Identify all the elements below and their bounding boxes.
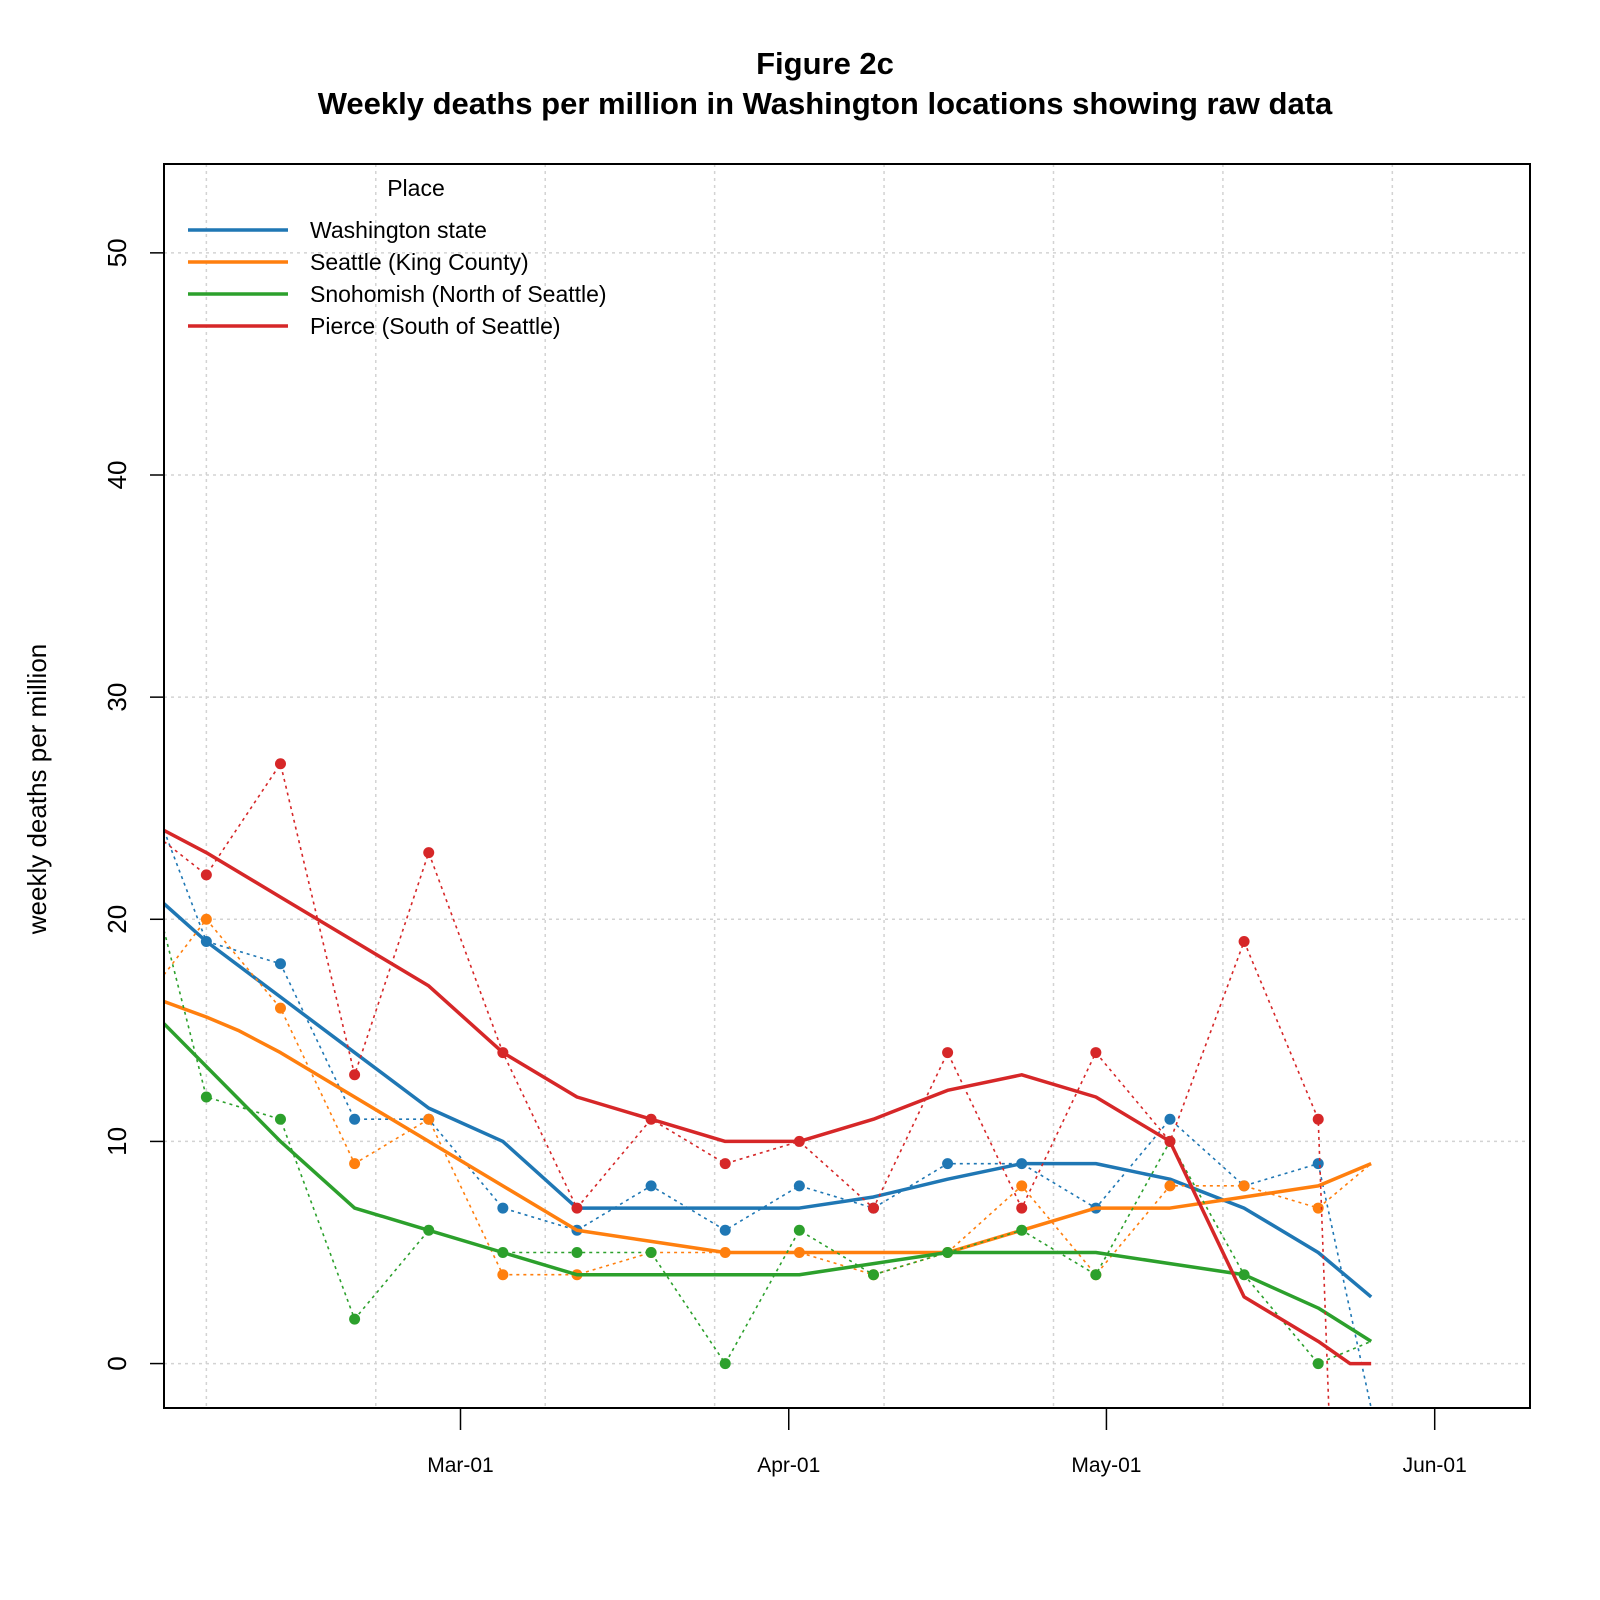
series-3-raw-point — [1016, 1202, 1028, 1214]
series-0-raw-point — [497, 1202, 509, 1214]
y-tick-label: 40 — [102, 461, 132, 490]
series-2-raw-line — [164, 930, 1372, 1366]
series-0-raw-point — [1164, 1113, 1176, 1125]
series-2-raw-point — [274, 1113, 286, 1125]
series-3-raw-point — [200, 869, 212, 881]
series-0-raw-point — [274, 958, 286, 970]
series-3-raw-point — [274, 758, 286, 770]
series-3-raw-point — [867, 1202, 879, 1214]
series-1-raw-point — [200, 913, 212, 925]
series-0-raw-point — [645, 1180, 657, 1192]
y-tick-label: 30 — [102, 683, 132, 712]
series-1-trend-line — [164, 999, 1372, 1255]
series-2-raw-point — [867, 1269, 879, 1281]
series-1-raw-point — [1016, 1180, 1028, 1192]
series-1-raw-point — [497, 1269, 509, 1281]
series-1-raw-line — [164, 918, 1372, 1276]
series-2-raw-point — [645, 1247, 657, 1258]
axes-layer: 0 10 20 30 40 50 Mar-01 Apr-01 May-01 Jun-01 — [102, 163, 1531, 1477]
series-2-raw-point — [719, 1358, 731, 1370]
series-2-raw-point — [1016, 1224, 1028, 1236]
series-2-trend-line — [164, 1022, 1373, 1343]
legend-item-label: Washington state — [310, 217, 487, 243]
x-tick-label: Mar-01 — [427, 1454, 494, 1477]
legend-title: Place — [387, 175, 445, 201]
series-1-raw-point — [423, 1113, 435, 1125]
series-3-raw-point — [1090, 1047, 1102, 1059]
plot-frame — [163, 163, 1531, 1409]
x-tick-label: May-01 — [1071, 1454, 1141, 1477]
y-tick-label: 0 — [102, 1356, 132, 1370]
series-1-raw-point — [1238, 1180, 1250, 1192]
series-3-raw-point — [1238, 936, 1250, 947]
series-3-raw-point — [571, 1202, 583, 1214]
series-3-raw-point — [942, 1047, 954, 1059]
x-tick-label: Jun-01 — [1403, 1454, 1467, 1477]
series-layer — [164, 758, 1373, 1408]
series-3-trend-line — [164, 828, 1372, 1366]
series-0-raw-point — [942, 1158, 954, 1170]
chart-subtitle: Weekly deaths per million in Washington … — [317, 86, 1333, 121]
series-1-raw-point — [1164, 1180, 1176, 1192]
series-0-trend-line — [164, 902, 1373, 1299]
series-1-raw-point — [349, 1158, 361, 1170]
series-2-raw-point — [200, 1091, 212, 1103]
legend-item-label: Seattle (King County) — [310, 249, 529, 275]
series-0-raw-point — [793, 1180, 805, 1192]
y-axis-label: weekly deaths per million — [22, 644, 52, 935]
y-tick-label: 20 — [102, 905, 132, 934]
series-0-raw-line — [164, 830, 1372, 1408]
series-3-raw-point — [349, 1069, 361, 1081]
series-2-raw-point — [1090, 1269, 1102, 1281]
series-1-raw-point — [1312, 1202, 1324, 1214]
series-2-raw-point — [349, 1313, 361, 1325]
legend-item-label: Snohomish (North of Seattle) — [310, 281, 607, 307]
y-tick-label: 50 — [102, 238, 132, 267]
series-2-raw-point — [571, 1247, 583, 1258]
series-0-raw-point — [719, 1224, 731, 1236]
series-3-raw-point — [423, 847, 435, 859]
series-1-raw-point — [274, 1002, 286, 1014]
chart-title: Figure 2c — [756, 46, 894, 81]
x-tick-label: Apr-01 — [757, 1454, 820, 1477]
series-2-raw-point — [1312, 1358, 1324, 1370]
series-3-raw-point — [719, 1158, 731, 1170]
legend-item-label: Pierce (South of Seattle) — [310, 313, 561, 339]
series-0-raw-point — [349, 1113, 361, 1125]
y-tick-label: 10 — [102, 1127, 132, 1156]
series-2-raw-point — [793, 1224, 805, 1236]
series-3-raw-line — [164, 761, 1330, 1408]
legend: Place Washington state Seattle (King Count… — [188, 175, 607, 339]
grid-layer — [164, 164, 1530, 1408]
chart-title-block: Figure 2c Weekly deaths per million in W… — [0, 44, 1600, 124]
series-0-raw-point — [1312, 1158, 1324, 1170]
series-3-raw-point — [1312, 1113, 1324, 1125]
